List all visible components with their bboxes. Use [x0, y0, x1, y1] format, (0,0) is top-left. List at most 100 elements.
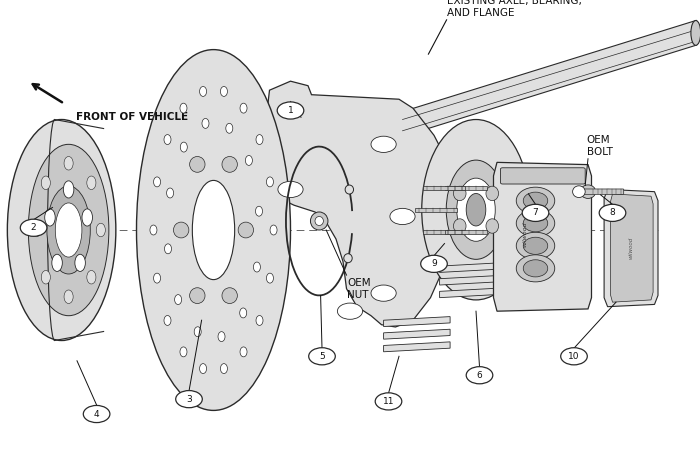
Ellipse shape	[517, 187, 554, 214]
Polygon shape	[384, 342, 450, 352]
Ellipse shape	[253, 262, 260, 272]
Circle shape	[277, 102, 304, 119]
Ellipse shape	[256, 316, 263, 326]
Ellipse shape	[64, 156, 73, 170]
Ellipse shape	[256, 134, 263, 144]
Ellipse shape	[87, 176, 96, 189]
Ellipse shape	[573, 186, 585, 198]
Circle shape	[20, 219, 47, 236]
Ellipse shape	[41, 271, 50, 284]
Ellipse shape	[240, 347, 247, 357]
Circle shape	[390, 208, 415, 225]
Circle shape	[83, 405, 110, 423]
Ellipse shape	[517, 232, 554, 259]
Ellipse shape	[63, 181, 74, 198]
Ellipse shape	[202, 119, 209, 129]
Ellipse shape	[174, 295, 181, 304]
Text: 3: 3	[186, 395, 192, 404]
Ellipse shape	[220, 364, 228, 373]
Circle shape	[278, 181, 303, 198]
Ellipse shape	[164, 316, 171, 326]
Ellipse shape	[222, 156, 237, 172]
Ellipse shape	[454, 219, 466, 233]
Ellipse shape	[190, 288, 205, 304]
Ellipse shape	[7, 120, 116, 341]
Circle shape	[309, 348, 335, 365]
Circle shape	[375, 393, 402, 410]
Ellipse shape	[311, 212, 328, 230]
Ellipse shape	[454, 186, 466, 201]
Text: OEM
NUT: OEM NUT	[347, 278, 371, 300]
Circle shape	[371, 285, 396, 301]
Ellipse shape	[174, 222, 189, 238]
Polygon shape	[384, 317, 450, 327]
FancyBboxPatch shape	[500, 168, 585, 184]
Polygon shape	[604, 189, 658, 307]
Ellipse shape	[517, 255, 554, 282]
Ellipse shape	[220, 87, 228, 97]
Ellipse shape	[47, 186, 90, 274]
Ellipse shape	[580, 185, 596, 198]
Ellipse shape	[240, 103, 247, 113]
Text: 8: 8	[610, 208, 615, 217]
Text: 11: 11	[383, 397, 394, 406]
Ellipse shape	[222, 288, 237, 304]
Circle shape	[466, 367, 493, 384]
Ellipse shape	[180, 103, 187, 113]
Circle shape	[337, 303, 363, 319]
Ellipse shape	[41, 176, 50, 189]
Ellipse shape	[193, 180, 235, 280]
Ellipse shape	[486, 186, 498, 201]
Ellipse shape	[32, 223, 41, 237]
Polygon shape	[399, 20, 696, 138]
Text: 5: 5	[319, 352, 325, 361]
Ellipse shape	[150, 225, 157, 235]
Ellipse shape	[524, 237, 547, 254]
Ellipse shape	[256, 206, 262, 216]
Circle shape	[421, 255, 447, 272]
Text: 9: 9	[431, 259, 437, 268]
Ellipse shape	[52, 254, 62, 272]
Ellipse shape	[199, 364, 206, 373]
Ellipse shape	[691, 21, 700, 45]
Ellipse shape	[75, 254, 85, 272]
Ellipse shape	[486, 219, 498, 233]
Ellipse shape	[180, 347, 187, 357]
Ellipse shape	[82, 209, 92, 226]
Ellipse shape	[466, 193, 486, 226]
Text: 1: 1	[288, 106, 293, 115]
Ellipse shape	[239, 308, 246, 318]
Ellipse shape	[238, 222, 253, 238]
Text: 7: 7	[533, 208, 538, 217]
Ellipse shape	[199, 87, 206, 97]
Ellipse shape	[345, 185, 354, 194]
Ellipse shape	[447, 160, 505, 259]
Ellipse shape	[344, 253, 352, 262]
Ellipse shape	[45, 209, 55, 226]
Ellipse shape	[194, 327, 201, 337]
Ellipse shape	[457, 178, 496, 241]
Ellipse shape	[270, 225, 277, 235]
Circle shape	[522, 204, 549, 221]
Polygon shape	[494, 162, 592, 311]
Ellipse shape	[164, 134, 171, 144]
Circle shape	[561, 348, 587, 365]
FancyBboxPatch shape	[584, 189, 624, 194]
Ellipse shape	[97, 223, 105, 237]
Ellipse shape	[167, 188, 174, 198]
Polygon shape	[266, 81, 448, 327]
Polygon shape	[424, 230, 466, 234]
Circle shape	[599, 204, 626, 221]
Polygon shape	[444, 185, 486, 189]
Circle shape	[371, 136, 396, 152]
Ellipse shape	[315, 216, 323, 226]
Polygon shape	[440, 262, 506, 272]
Ellipse shape	[226, 123, 233, 133]
Polygon shape	[424, 185, 466, 189]
Ellipse shape	[164, 244, 172, 254]
Polygon shape	[440, 288, 506, 298]
Text: wilwood: wilwood	[522, 222, 528, 247]
Ellipse shape	[28, 144, 109, 316]
Text: EXISTING AXLE, BEARING,
AND FLANGE: EXISTING AXLE, BEARING, AND FLANGE	[447, 0, 582, 18]
Text: FRONT OF VEHICLE: FRONT OF VEHICLE	[76, 112, 188, 122]
